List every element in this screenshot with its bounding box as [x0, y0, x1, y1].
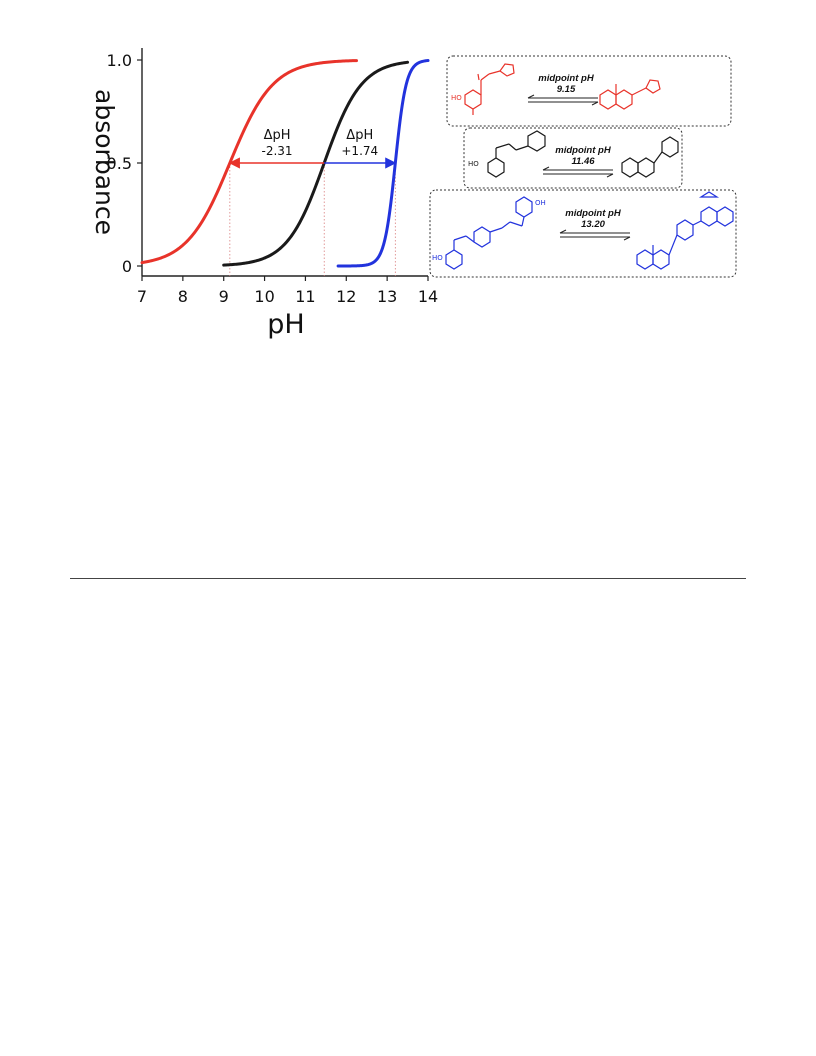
x-axis-label: pH [267, 309, 304, 340]
delta-ph-value: +1.74 [341, 144, 378, 158]
flavanone-red-structure [599, 79, 661, 110]
series-curve-3 [336, 59, 430, 268]
x-ticks: 7 8 9 10 11 12 13 14 [137, 276, 438, 306]
ho-label-red: HO [451, 94, 462, 102]
oh-label-blue: OH [535, 199, 546, 207]
scheme-blue-value: 13.20 [581, 219, 605, 230]
scheme-black-value: 11.46 [571, 156, 595, 167]
x-tick-label: 11 [295, 287, 315, 306]
y-tick-label: 1.0 [107, 51, 132, 70]
delta-ph-label: ΔpH [346, 128, 373, 143]
x-tick-label: 14 [418, 287, 438, 306]
scheme-box-blue: HO OH midpoint pH 13.20 [429, 189, 737, 278]
reference-lines [229, 163, 396, 276]
x-tick-label: 10 [254, 287, 274, 306]
scheme-box-red: HO midpoint pH 9.15 [446, 55, 732, 127]
series-curves [140, 59, 430, 268]
equilibrium-arrows-blue [559, 229, 631, 241]
delta-ph-label: ΔpH [264, 128, 291, 143]
x-tick-label: 12 [336, 287, 356, 306]
series-curve-2 [222, 60, 410, 267]
y-tick-label: 0.5 [107, 154, 132, 173]
chalcone-red-structure [464, 63, 515, 115]
delta-ph-value: -2.31 [262, 144, 293, 158]
scheme-red-label: midpoint pH [538, 73, 595, 84]
scheme-blue-label: midpoint pH [565, 208, 622, 219]
x-tick-label: 13 [377, 287, 397, 306]
equilibrium-arrows-black [542, 166, 614, 178]
y-ticks: 0 0.5 1.0 [107, 51, 142, 276]
y-tick-label: 0 [122, 257, 132, 276]
ho-label-blue: HO [432, 254, 443, 262]
x-tick-label: 9 [219, 287, 229, 306]
series-curve-1 [140, 59, 358, 265]
y-axis-label: absorbance [90, 89, 119, 235]
chalcone-black-structure [487, 130, 546, 178]
equilibrium-arrows-red [527, 94, 599, 106]
bis-flavanone-blue-structure [636, 191, 734, 270]
scheme-black-label: midpoint pH [555, 145, 612, 156]
scheme-box-black: HO midpoint pH 11.46 [463, 127, 683, 189]
horizontal-divider [70, 578, 746, 579]
flavanone-black-structure [621, 136, 679, 178]
scheme-red-value: 9.15 [557, 84, 576, 95]
bis-chalcone-blue-structure [445, 196, 533, 270]
x-tick-label: 8 [178, 287, 188, 306]
ho-label-black: HO [468, 160, 479, 168]
x-tick-label: 7 [137, 287, 147, 306]
